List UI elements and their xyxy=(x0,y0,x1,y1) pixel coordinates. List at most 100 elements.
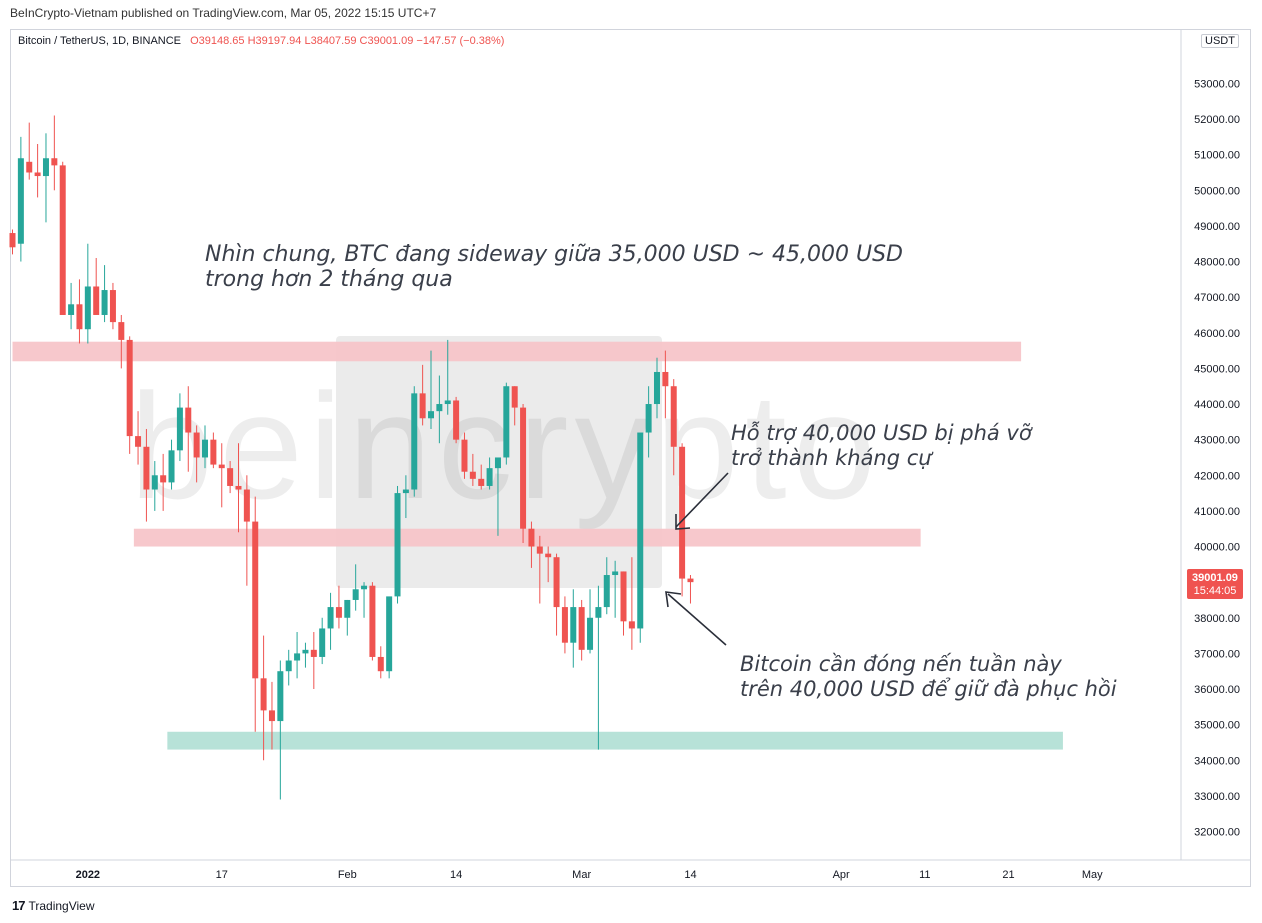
candle-body xyxy=(118,322,125,340)
candle-body xyxy=(369,585,376,657)
candle xyxy=(536,535,543,604)
candle xyxy=(444,339,451,415)
candle xyxy=(662,350,669,419)
candle xyxy=(118,314,125,369)
y-tick-label: 35000.00 xyxy=(1194,720,1240,732)
candle xyxy=(637,432,644,643)
candle xyxy=(17,136,24,262)
y-tick-label: 41000.00 xyxy=(1194,506,1240,518)
candle-body xyxy=(109,290,116,323)
publish-line: BeInCrypto-Vietnam published on TradingV… xyxy=(10,6,437,20)
candle xyxy=(252,496,259,732)
candle xyxy=(34,143,41,198)
candle xyxy=(243,475,250,586)
arrow-to-last-candle xyxy=(667,593,727,646)
candle xyxy=(68,282,75,330)
y-tick-label: 51000.00 xyxy=(1194,150,1240,162)
candle-body xyxy=(402,489,409,494)
candle xyxy=(578,599,585,661)
candle xyxy=(26,122,33,180)
candle-body xyxy=(302,649,309,654)
x-tick-label: 14 xyxy=(684,869,696,881)
candle xyxy=(561,596,568,654)
candle-body xyxy=(352,589,359,600)
candle xyxy=(620,571,627,636)
candle-body xyxy=(335,607,342,618)
symbol-name: Bitcoin / TetherUS, 1D, BINANCE xyxy=(18,35,182,47)
footer: 17 TradingView xyxy=(12,898,95,913)
candle-body xyxy=(394,493,401,597)
y-tick-label: 43000.00 xyxy=(1194,435,1240,447)
candle-body xyxy=(84,286,91,330)
candle-body xyxy=(653,371,660,405)
candle xyxy=(377,646,384,679)
candle-body xyxy=(461,439,468,472)
candle xyxy=(352,564,359,611)
x-tick-label: 17 xyxy=(216,869,228,881)
candle-body xyxy=(319,628,326,657)
candle-body xyxy=(436,404,443,412)
chart-frame xyxy=(10,29,1251,887)
annotation-line: trong hơn 2 tháng qua xyxy=(205,267,453,292)
candle-body xyxy=(252,521,259,679)
tradingview-logo-icon: 17 xyxy=(12,898,26,913)
candle xyxy=(411,386,418,497)
candle-body xyxy=(528,528,535,547)
symbol-legend: Bitcoin / TetherUS, 1D, BINANCE O39148.6… xyxy=(18,35,504,47)
candle xyxy=(436,375,443,444)
candle-body xyxy=(377,656,384,672)
candle xyxy=(419,364,426,426)
watermark-text: beincrypto xyxy=(130,362,882,530)
candle-body xyxy=(294,653,301,661)
broken-support-zone xyxy=(133,528,921,547)
candle xyxy=(653,357,660,419)
candle-body xyxy=(503,386,510,458)
candle xyxy=(210,432,217,469)
candle xyxy=(603,557,610,615)
candle xyxy=(386,596,393,679)
candle xyxy=(160,453,167,511)
currency-selector[interactable]: USDT xyxy=(1201,34,1239,48)
candle xyxy=(628,557,635,650)
candle-body xyxy=(168,450,175,483)
candle-body xyxy=(469,471,476,479)
candle-body xyxy=(126,339,133,437)
candle xyxy=(218,443,225,508)
arrow-head-2 xyxy=(665,591,682,608)
last-price-tag: 39001.09 15:44:05 xyxy=(1187,569,1243,599)
annotation-1: Nhìn chung, BTC đang sideway giữa 35,000… xyxy=(205,242,903,292)
candle xyxy=(302,642,309,668)
candle-body xyxy=(344,599,351,618)
candle-body xyxy=(386,596,393,672)
candle xyxy=(344,599,351,636)
candle-body xyxy=(51,158,58,166)
candle xyxy=(310,632,317,690)
candle-body xyxy=(143,446,150,490)
x-tick-label: 2022 xyxy=(76,869,100,881)
candle xyxy=(511,386,518,426)
candle-body xyxy=(243,489,250,522)
candle xyxy=(394,485,401,604)
candle-body xyxy=(620,571,627,622)
candle xyxy=(260,635,267,761)
candle xyxy=(151,461,158,511)
candle xyxy=(176,393,183,462)
y-tick-label: 44000.00 xyxy=(1194,399,1240,411)
candle-body xyxy=(101,290,108,315)
support-zone xyxy=(167,731,1063,750)
x-tick-label: May xyxy=(1082,869,1103,881)
annotation-line: trở thành kháng cự xyxy=(731,446,934,470)
candle-body xyxy=(193,432,200,458)
candle-body xyxy=(494,457,501,469)
candle-body xyxy=(151,475,158,490)
candle xyxy=(168,439,175,490)
candle xyxy=(93,257,100,315)
candle-body xyxy=(595,607,602,618)
footer-brand[interactable]: TradingView xyxy=(28,898,95,913)
candle xyxy=(101,265,108,323)
candle xyxy=(294,632,301,679)
y-tick-label: 50000.00 xyxy=(1194,185,1240,197)
candle-body xyxy=(444,400,451,405)
